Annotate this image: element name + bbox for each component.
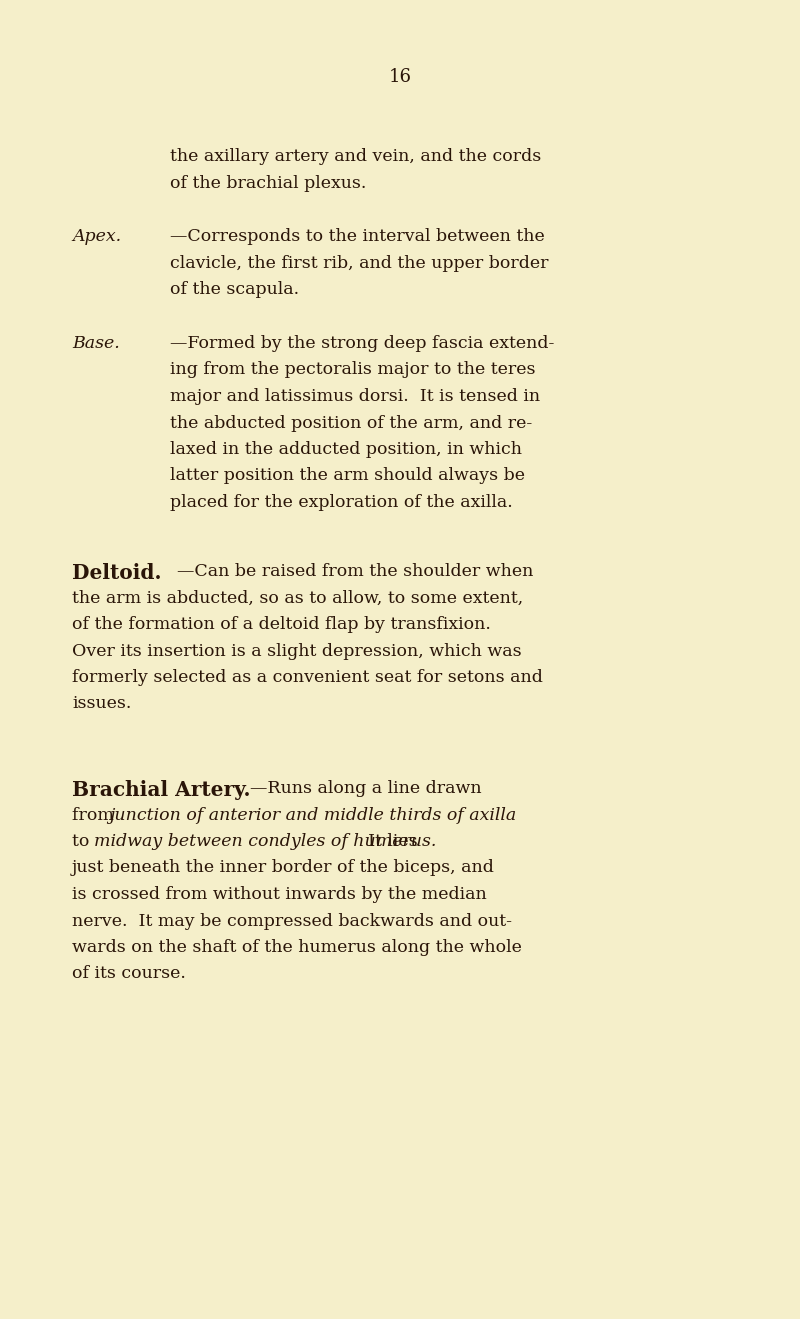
Text: ing from the pectoralis major to the teres: ing from the pectoralis major to the ter…	[170, 361, 535, 379]
Text: the arm is abducted, so as to allow, to some extent,: the arm is abducted, so as to allow, to …	[72, 590, 523, 607]
Text: formerly selected as a convenient seat for setons and: formerly selected as a convenient seat f…	[72, 669, 543, 686]
Text: Base.: Base.	[72, 335, 120, 352]
Text: to: to	[72, 834, 95, 849]
Text: —Can be raised from the shoulder when: —Can be raised from the shoulder when	[177, 563, 534, 580]
Text: Over its insertion is a slight depression, which was: Over its insertion is a slight depressio…	[72, 642, 522, 660]
Text: Deltoid.: Deltoid.	[72, 563, 162, 583]
Text: Brachial Artery.: Brachial Artery.	[72, 780, 250, 801]
Text: of its course.: of its course.	[72, 966, 186, 983]
Text: nerve.  It may be compressed backwards and out-: nerve. It may be compressed backwards an…	[72, 913, 512, 930]
Text: laxed in the adducted position, in which: laxed in the adducted position, in which	[170, 441, 522, 458]
Text: from: from	[72, 806, 119, 823]
Text: —Corresponds to the interval between the: —Corresponds to the interval between the	[170, 228, 545, 245]
Text: of the formation of a deltoid flap by transfixion.: of the formation of a deltoid flap by tr…	[72, 616, 491, 633]
Text: wards on the shaft of the humerus along the whole: wards on the shaft of the humerus along …	[72, 939, 522, 956]
Text: the axillary artery and vein, and the cords: the axillary artery and vein, and the co…	[170, 148, 542, 165]
Text: 16: 16	[389, 69, 411, 86]
Text: It lies: It lies	[357, 834, 418, 849]
Text: Apex.: Apex.	[72, 228, 121, 245]
Text: placed for the exploration of the axilla.: placed for the exploration of the axilla…	[170, 495, 513, 510]
Text: clavicle, the first rib, and the upper border: clavicle, the first rib, and the upper b…	[170, 255, 549, 272]
Text: of the brachial plexus.: of the brachial plexus.	[170, 174, 366, 191]
Text: just beneath the inner border of the biceps, and: just beneath the inner border of the bic…	[72, 860, 495, 877]
Text: —Runs along a line drawn: —Runs along a line drawn	[250, 780, 482, 797]
Text: of the scapula.: of the scapula.	[170, 281, 299, 298]
Text: issues.: issues.	[72, 695, 131, 712]
Text: latter position the arm should always be: latter position the arm should always be	[170, 467, 525, 484]
Text: midway between condyles of humerus.: midway between condyles of humerus.	[94, 834, 437, 849]
Text: the abducted position of the arm, and re-: the abducted position of the arm, and re…	[170, 414, 532, 431]
Text: is crossed from without inwards by the median: is crossed from without inwards by the m…	[72, 886, 486, 904]
Text: major and latissimus dorsi.  It is tensed in: major and latissimus dorsi. It is tensed…	[170, 388, 540, 405]
Text: junction of anterior and middle thirds of axilla: junction of anterior and middle thirds o…	[110, 806, 517, 823]
Text: —Formed by the strong deep fascia extend-: —Formed by the strong deep fascia extend…	[170, 335, 554, 352]
